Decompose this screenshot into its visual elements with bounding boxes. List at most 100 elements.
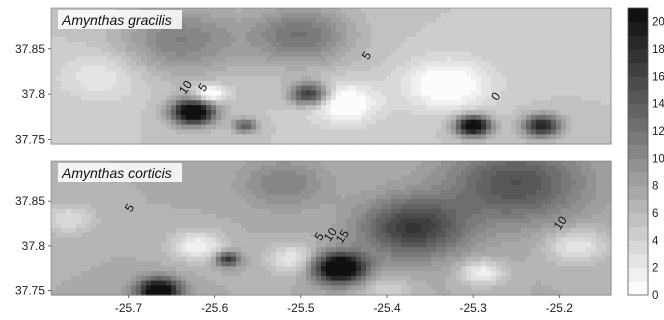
heat-cell [126, 90, 132, 97]
heat-cell [236, 100, 242, 106]
heat-cell [156, 105, 162, 111]
heat-cell [591, 8, 597, 14]
heat-cell [151, 184, 157, 191]
heat-cell [331, 46, 337, 53]
heat-cell [296, 95, 302, 101]
heat-cell [56, 184, 62, 191]
heat-cell [181, 8, 187, 14]
heat-cell [396, 223, 402, 229]
heat-cell [486, 95, 492, 101]
heat-cell [211, 213, 217, 220]
heat-cell [181, 134, 187, 140]
heat-cell [106, 218, 112, 224]
heat-cell [421, 119, 427, 126]
heat-cell [431, 85, 437, 92]
heat-cell [61, 134, 67, 140]
heat-cell [531, 218, 537, 224]
heat-cell [376, 51, 382, 58]
heat-cell [361, 80, 367, 87]
heat-cell [311, 189, 317, 196]
heat-cell [586, 51, 592, 58]
heat-cell [591, 124, 597, 131]
heat-cell [436, 124, 442, 131]
heat-cell [446, 56, 452, 63]
heat-cell [586, 27, 592, 33]
heat-cell [306, 110, 312, 116]
heat-cell [381, 134, 387, 140]
heat-cell [126, 114, 132, 121]
heat-cell [476, 124, 482, 131]
heat-cell [261, 105, 267, 111]
heat-cell [216, 139, 222, 145]
heat-cell [421, 95, 427, 101]
heat-cell [321, 223, 327, 229]
heat-cell [321, 32, 327, 38]
heat-cell [86, 27, 92, 33]
heat-cell [306, 12, 312, 19]
heat-cell [556, 17, 562, 24]
heat-cell [556, 110, 562, 116]
heat-cell [386, 71, 392, 77]
heat-cell [396, 228, 402, 234]
heat-cell [161, 56, 167, 63]
heat-cell [186, 71, 192, 77]
heat-cell [236, 46, 242, 53]
heat-cell [486, 56, 492, 63]
heat-cell [91, 46, 97, 53]
heat-cell [531, 61, 537, 67]
heat-cell [501, 27, 507, 33]
heat-cell [531, 100, 537, 106]
heat-cell [281, 232, 287, 239]
heat-cell [186, 56, 192, 63]
heat-cell [296, 237, 302, 243]
heat-cell [596, 22, 602, 29]
heat-cell [376, 90, 382, 97]
heat-cell [251, 129, 257, 135]
heat-cell [311, 51, 317, 58]
heat-cell [346, 232, 352, 239]
heat-cell [236, 61, 242, 67]
heat-cell [486, 223, 492, 229]
heat-cell [456, 8, 462, 14]
heat-cell [426, 124, 432, 131]
heat-cell [606, 139, 612, 145]
heat-cell [511, 8, 517, 14]
heat-cell [566, 51, 572, 58]
heat-cell [576, 218, 582, 224]
heat-cell [386, 165, 392, 172]
heat-cell [366, 199, 372, 205]
heat-cell [71, 76, 77, 82]
heat-cell [211, 139, 217, 145]
heat-cell [546, 218, 552, 224]
heat-cell [466, 129, 472, 135]
heat-cell [396, 161, 402, 167]
heat-cell [241, 51, 247, 58]
heat-cell [111, 110, 117, 116]
heat-cell [496, 90, 502, 97]
heat-cell [246, 27, 252, 33]
heat-cell [226, 184, 232, 191]
heat-cell [126, 56, 132, 63]
heat-cell [581, 232, 587, 239]
heat-cell [286, 85, 292, 92]
heat-cell [246, 56, 252, 63]
heat-cell [491, 134, 497, 140]
heat-cell [546, 170, 552, 176]
heat-cell [546, 129, 552, 135]
heat-cell [501, 22, 507, 29]
heat-cell [566, 208, 572, 215]
heat-cell [121, 76, 127, 82]
heat-cell [571, 232, 577, 239]
heat-cell [166, 232, 172, 239]
heat-cell [441, 180, 447, 186]
heat-cell [161, 51, 167, 58]
heat-cell [136, 46, 142, 53]
heat-cell [531, 124, 537, 131]
heat-cell [531, 76, 537, 82]
heat-cell [436, 213, 442, 220]
heat-cell [526, 8, 532, 14]
heat-cell [56, 71, 62, 77]
heat-cell [561, 223, 567, 229]
heat-cell [476, 37, 482, 43]
heat-cell [596, 204, 602, 210]
